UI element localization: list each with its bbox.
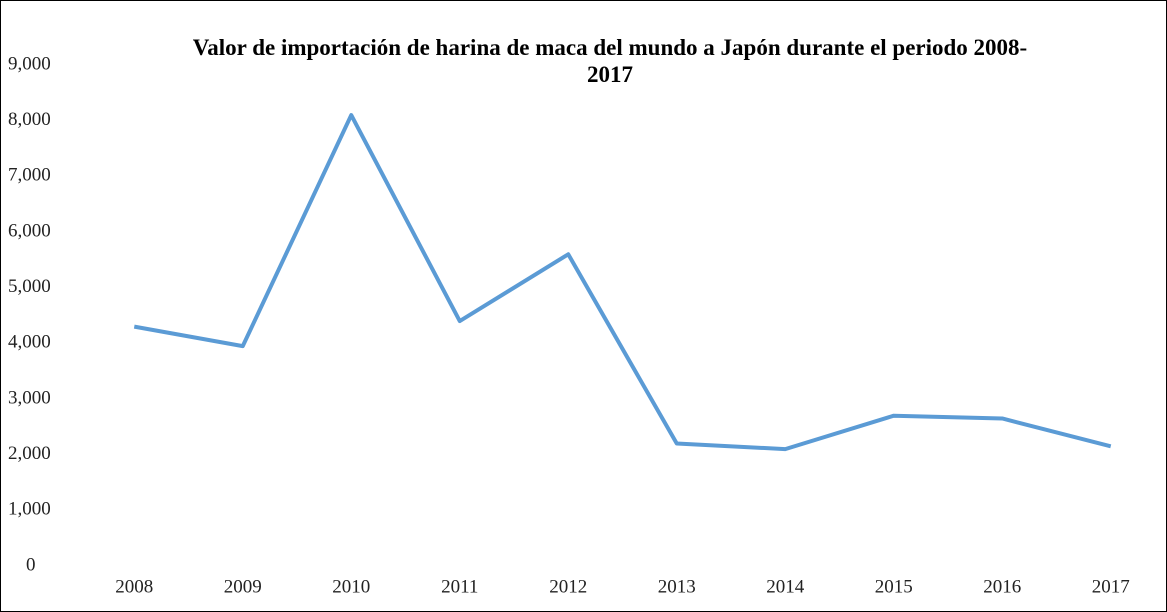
y-tick-label: 7,000 — [8, 165, 51, 186]
x-tick-label: 2014 — [766, 576, 805, 597]
x-tick-label: 2011 — [441, 576, 478, 597]
x-tick-label: 2016 — [983, 576, 1021, 597]
chart-title: Valor de importación de harina de maca d… — [192, 35, 1028, 87]
x-tick-label: 2012 — [549, 576, 587, 597]
x-tick-label: 2008 — [115, 576, 153, 597]
y-tick-label: 1,000 — [8, 499, 51, 520]
x-tick-label: 2013 — [658, 576, 696, 597]
y-tick-label: 2,000 — [8, 443, 51, 464]
y-tick-label: 6,000 — [8, 220, 51, 241]
line-series — [133, 113, 1112, 452]
x-tick-label: 2009 — [224, 576, 262, 597]
x-tick-label: 2017 — [1092, 576, 1130, 597]
x-tick-label: 2015 — [875, 576, 913, 597]
y-tick-label: 0 — [26, 554, 36, 575]
y-tick-label: 3,000 — [8, 387, 51, 408]
y-tick-label: 8,000 — [8, 109, 51, 130]
x-tick-label: 2010 — [332, 576, 370, 597]
y-tick-label: 9,000 — [8, 53, 51, 74]
y-tick-label: 5,000 — [8, 276, 51, 297]
y-tick-label: 4,000 — [8, 332, 51, 353]
